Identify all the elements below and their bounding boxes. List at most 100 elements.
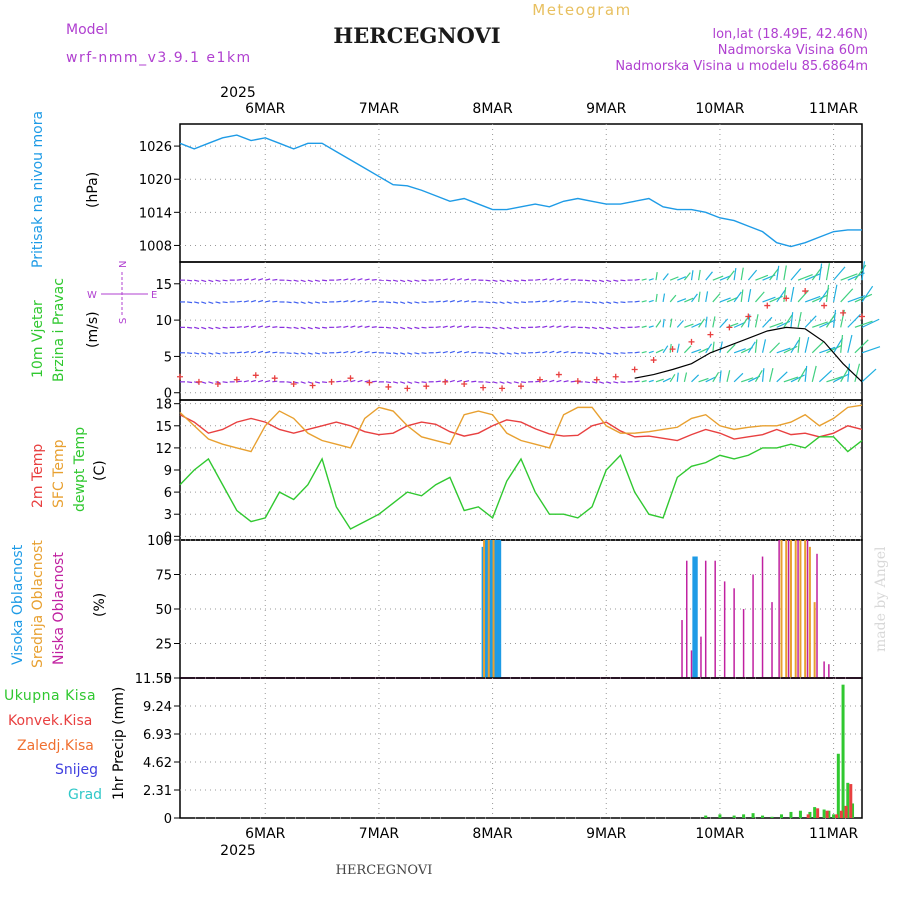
wind-barb xyxy=(343,279,348,280)
wind-barb xyxy=(549,326,554,327)
wind-barb xyxy=(272,280,277,281)
wind-barb xyxy=(585,280,590,281)
wind-barb xyxy=(713,316,715,327)
top-day-8mar: 8MAR xyxy=(472,101,513,117)
wind-barb xyxy=(755,370,762,382)
wind-barb xyxy=(500,302,505,303)
y-tick-label: 11.55 xyxy=(135,672,172,687)
wind-barb xyxy=(549,300,554,301)
wind-barb xyxy=(706,291,708,302)
wind-barb xyxy=(606,302,611,303)
wind-barb xyxy=(507,382,512,383)
wind-barb xyxy=(308,280,313,281)
wind-barb xyxy=(777,372,788,382)
wind-barb xyxy=(450,326,455,327)
wind-barb xyxy=(485,353,490,354)
wind-barb xyxy=(471,381,476,382)
wind-barb xyxy=(635,279,640,280)
wind-barb xyxy=(251,301,256,302)
wind-barb xyxy=(208,280,213,281)
wind-barb xyxy=(791,269,801,281)
y-tick-label: 1026 xyxy=(139,140,172,155)
wind-barb xyxy=(592,302,597,303)
wind-barb xyxy=(315,302,320,303)
wind-barb xyxy=(336,301,341,302)
pressure-line xyxy=(180,135,862,247)
wind-barb xyxy=(251,279,256,280)
wind-speed-point xyxy=(764,303,770,309)
precip-label-conv: Konvek.Kisa xyxy=(8,713,92,729)
wind-barb xyxy=(542,279,547,280)
wind-speed-point xyxy=(177,374,183,380)
wind-barb xyxy=(336,279,341,280)
wind-barb xyxy=(422,302,427,303)
wind-barb xyxy=(663,346,668,353)
wind-barb xyxy=(187,302,192,303)
wind-barb xyxy=(272,352,277,353)
wind-barb xyxy=(194,353,199,354)
bottom-day-8mar: 8MAR xyxy=(472,826,513,842)
wind-barb xyxy=(386,280,391,281)
top-day-6mar: 6MAR xyxy=(245,101,286,117)
wind-barb xyxy=(848,335,852,353)
wind-barb xyxy=(194,302,199,303)
temp-label-2: SFC Temp xyxy=(51,439,67,508)
top-year: 2025 xyxy=(220,85,256,101)
wind-barb xyxy=(557,351,562,352)
wind-barb xyxy=(862,347,880,353)
wind-barb xyxy=(265,301,270,302)
wind-barb xyxy=(549,351,554,352)
wind-barb xyxy=(485,280,490,281)
wind-barb xyxy=(521,280,526,281)
wind-barb xyxy=(599,302,604,303)
wind-barb xyxy=(656,349,663,352)
wind-unit: (m/s) xyxy=(85,311,101,348)
wind-barb xyxy=(372,352,377,353)
wind-barb xyxy=(223,327,228,328)
wind-barb xyxy=(315,382,320,383)
top-day-11mar: 11MAR xyxy=(809,101,858,117)
wind-barb xyxy=(656,379,664,382)
footer-title: HERCEGNOVI xyxy=(336,863,433,878)
wind-barb xyxy=(287,302,292,303)
wind-barb xyxy=(507,353,512,354)
wind-barb xyxy=(635,381,640,382)
wind-barb xyxy=(755,275,767,280)
wind-barb xyxy=(557,326,562,327)
wind-barb xyxy=(727,370,730,382)
wind-barb xyxy=(613,327,618,328)
wind-barb xyxy=(365,279,370,280)
wind-speed-point xyxy=(253,372,259,378)
wind-barb xyxy=(521,353,526,354)
precip-bar xyxy=(832,814,835,818)
wind-barb xyxy=(457,279,462,280)
wind-barb xyxy=(208,382,213,383)
wind-barb xyxy=(812,341,824,353)
precip-bar xyxy=(780,814,783,818)
wind-barb xyxy=(684,372,686,381)
wind-barb xyxy=(649,326,654,327)
wind-speed-point xyxy=(423,383,429,389)
wind-barb xyxy=(699,319,705,328)
wind-barb xyxy=(265,352,270,353)
wind-barb xyxy=(699,270,701,280)
wind-barb xyxy=(265,381,270,382)
wind-label-1: 10m Vjetar xyxy=(30,300,46,378)
wind-barb xyxy=(670,344,671,353)
wind-barb xyxy=(514,353,519,354)
wind-barb xyxy=(805,316,816,328)
wind-barb xyxy=(358,351,363,352)
wind-barb xyxy=(414,327,419,328)
wind-barb xyxy=(542,326,547,327)
top-day-7mar: 7MAR xyxy=(359,101,400,117)
wind-barb xyxy=(450,351,455,352)
y-tick-label: 6.93 xyxy=(143,728,172,743)
precip-bar xyxy=(816,808,819,818)
wind-barb xyxy=(237,301,242,302)
wind-barb xyxy=(485,302,490,303)
wind-barb xyxy=(258,301,263,302)
wind-barb xyxy=(464,301,469,302)
wind-barb xyxy=(343,381,348,382)
wind-speed-point xyxy=(499,385,505,391)
